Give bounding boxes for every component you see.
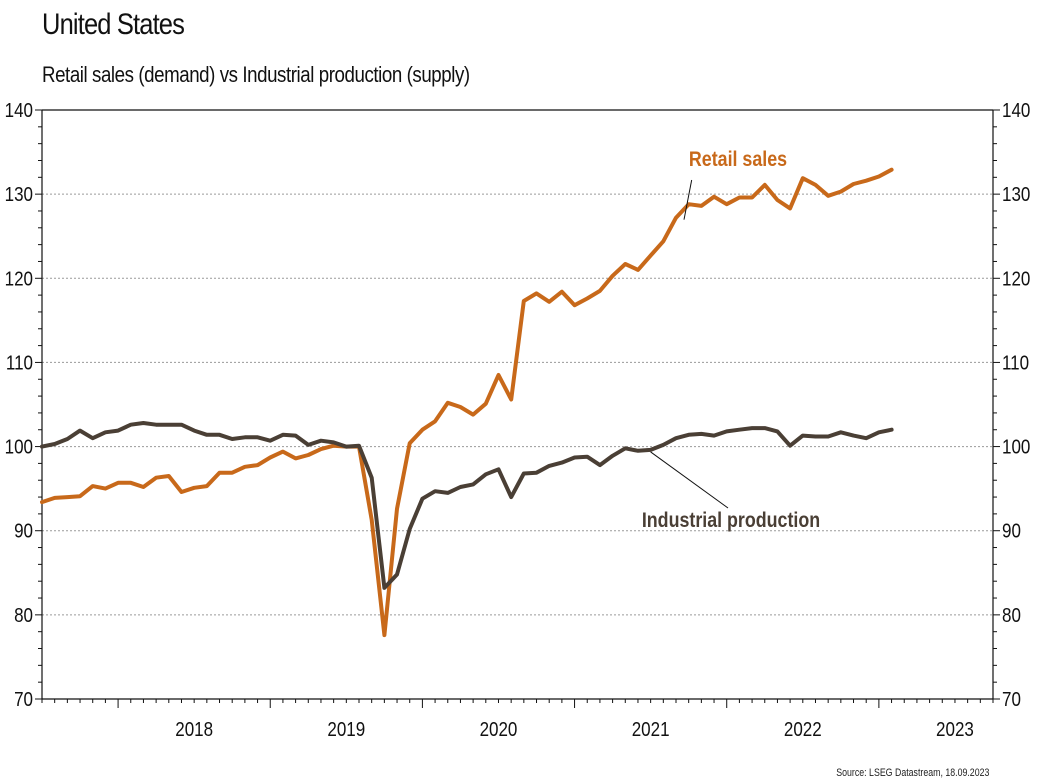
x-tick-label-2021: 2021 [632,718,670,741]
left-y-tick-label: 70 [14,688,33,711]
industrial-production-leader-line [650,451,729,509]
left-y-tick-label: 80 [14,604,33,627]
x-tick-label-2019: 2019 [327,718,365,741]
annotations: Retail sales Industrial production [642,148,820,533]
axes: 70 70 80 80 90 90 100 100 110 110 120 120 130 130 140 1… [5,99,1031,741]
retail-sales-annotation: Retail sales [689,148,787,172]
x-tick-label-2022: 2022 [784,718,822,741]
left-y-tick-label: 110 [6,351,33,374]
industrial-production-annotation: Industrial production [642,509,820,533]
retail-sales-leader-line [683,179,693,220]
retail-sales-line [40,167,894,638]
right-y-tick-label: 100 [1002,435,1030,458]
right-y-tick-label: 120 [1002,267,1030,290]
industrial-production-line [40,421,894,590]
right-y-tick-label: 80 [1002,604,1021,627]
chart-title: United States [42,8,185,41]
source-note: Source: LSEG Datastream, 18.09.2023 [835,767,989,779]
right-y-tick-label: 70 [1002,688,1021,711]
left-y-tick-label: 130 [5,183,33,206]
chart-subtitle: Retail sales (demand) vs Industrial prod… [42,62,470,87]
left-y-tick-label: 120 [5,267,33,290]
right-y-tick-label: 130 [1002,183,1030,206]
right-y-tick-label: 140 [1002,99,1030,122]
x-tick-label-2020: 2020 [480,718,518,741]
right-y-tick-label: 90 [1002,519,1021,542]
grid-lines [42,193,993,616]
left-y-tick-label: 140 [5,99,33,122]
left-y-tick-label: 100 [5,435,33,458]
right-y-tick-label: 110 [1002,351,1029,374]
x-tick-label-2018: 2018 [175,718,213,741]
series-lines [40,167,894,638]
x-tick-label-2023: 2023 [936,718,974,741]
left-y-tick-label: 90 [14,519,33,542]
